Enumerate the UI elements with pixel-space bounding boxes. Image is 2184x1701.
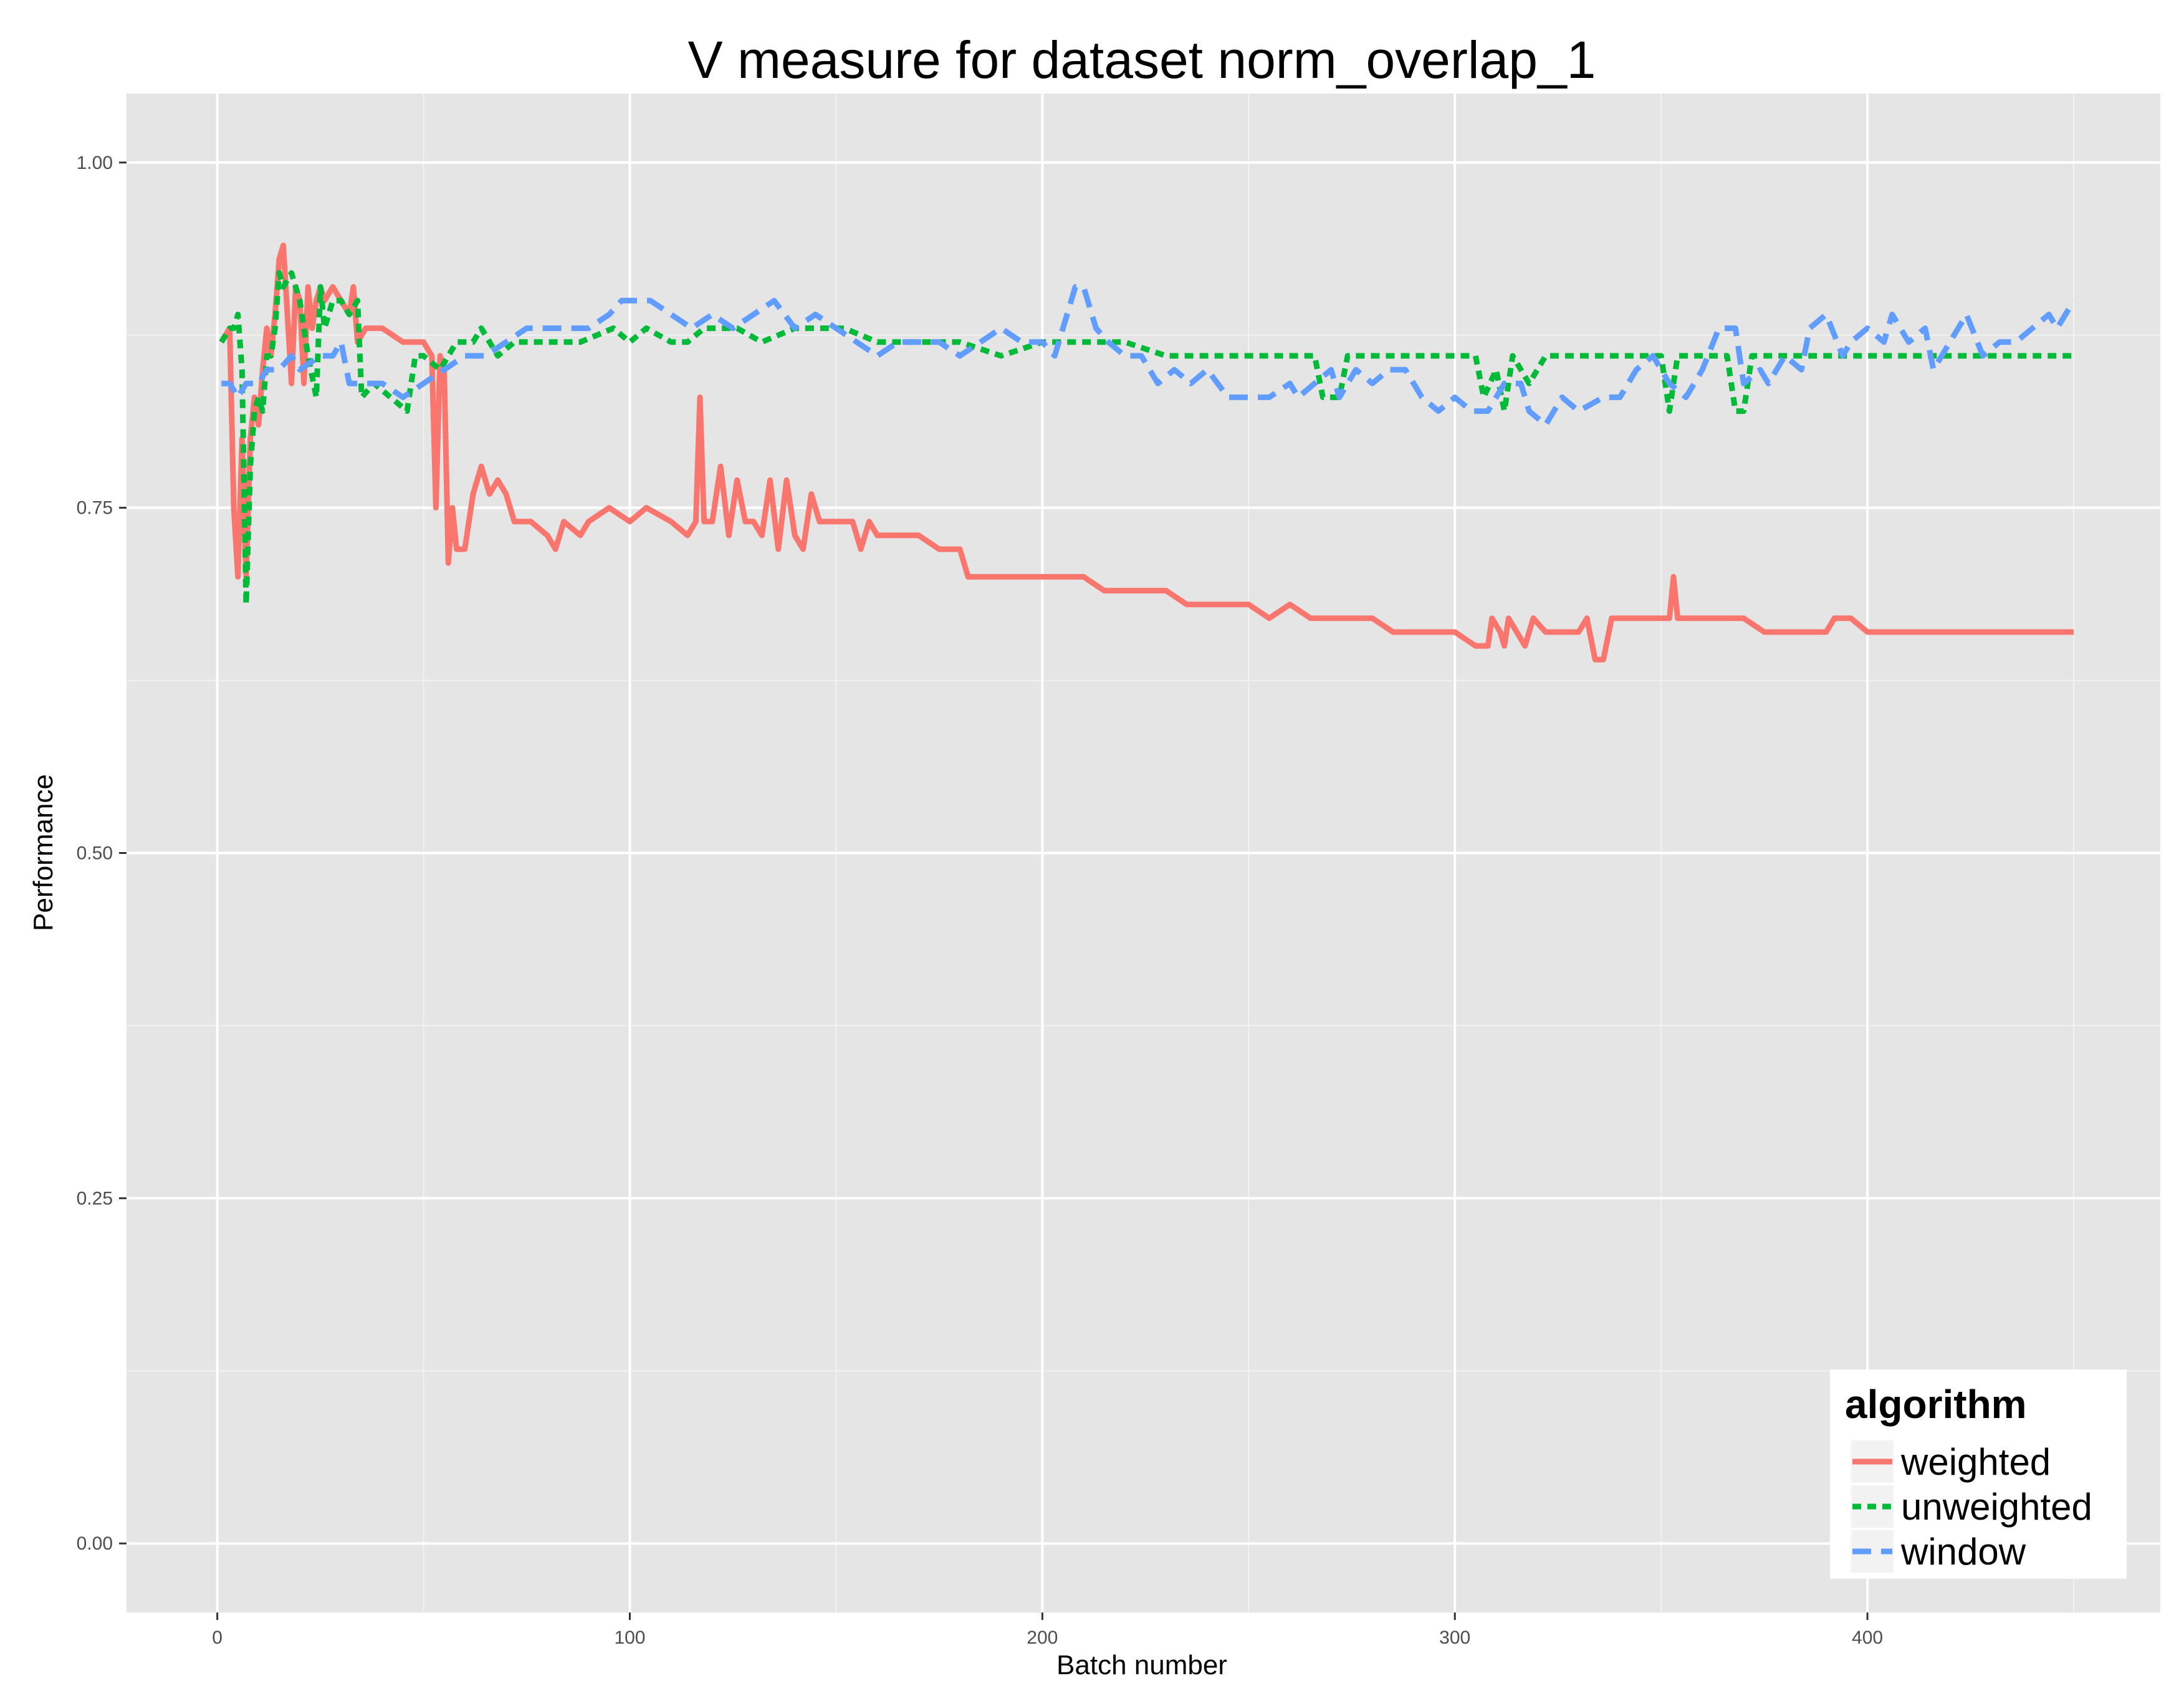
y-tick-label: 0.25 [77, 1188, 113, 1209]
y-tick-label: 0.00 [77, 1533, 113, 1554]
grid-layer [127, 93, 2160, 1612]
x-tick-label: 200 [1027, 1627, 1058, 1648]
series-line-weighted [219, 242, 2074, 663]
x-tick-label: 100 [614, 1627, 645, 1648]
series-line-window [221, 284, 2076, 428]
y-axis: 0.00 0.25 0.50 0.75 1.00 [77, 153, 127, 1554]
x-tick-label: 400 [1852, 1627, 1883, 1648]
x-axis-title: Batch number [1056, 1650, 1227, 1680]
legend-title: algorithm [1845, 1382, 2027, 1427]
legend-label-unweighted: unweighted [1901, 1486, 2092, 1528]
series-layer [219, 242, 2076, 663]
y-tick-label: 0.50 [77, 843, 113, 864]
legend-label-weighted: weighted [1900, 1441, 2051, 1483]
series-line-unweighted [219, 270, 2074, 608]
y-tick-label: 0.75 [77, 498, 113, 519]
x-axis: 0 100 200 300 400 [212, 1612, 1883, 1648]
y-axis-title: Performance [28, 774, 59, 931]
x-tick-label: 300 [1439, 1627, 1470, 1648]
chart-title: V measure for dataset norm_overlap_1 [688, 31, 1596, 89]
y-tick-label: 1.00 [77, 153, 113, 173]
x-tick-label: 0 [212, 1627, 223, 1648]
legend-label-window: window [1900, 1531, 2026, 1573]
